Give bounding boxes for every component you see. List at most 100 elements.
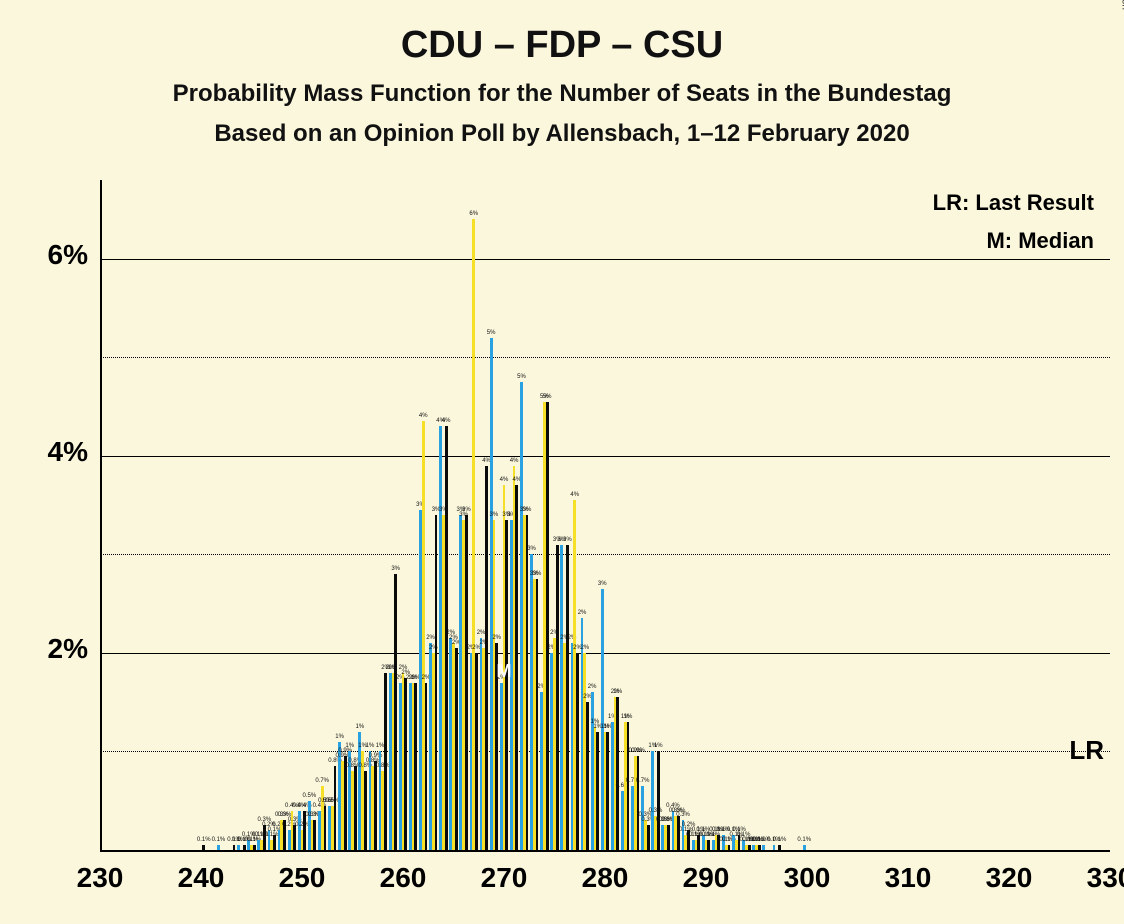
chart-container: CDU – FDP – CSU Probability Mass Functio… <box>0 0 1124 924</box>
bar-black <box>455 648 458 850</box>
bar-black <box>546 402 549 850</box>
bar-black <box>556 545 559 850</box>
bar-value-label: 4% <box>570 492 579 498</box>
bar-value-label: 3% <box>490 512 499 518</box>
bar-black <box>394 574 397 850</box>
bar-value-label: 1% <box>654 743 663 749</box>
bar-black <box>526 515 529 850</box>
bar-black <box>657 751 660 850</box>
bar-value-label: 0.8% <box>376 763 390 769</box>
x-tick-label: 260 <box>373 862 433 894</box>
bar-value-label: 4% <box>419 413 428 419</box>
x-tick-label: 300 <box>777 862 837 894</box>
bar-value-label: 1% <box>624 714 633 720</box>
bar-black <box>778 845 781 850</box>
x-tick-label: 310 <box>878 862 938 894</box>
bar-value-label: 3% <box>598 581 607 587</box>
bar-value-label: 0.1% <box>797 837 811 843</box>
bar-black <box>606 732 609 850</box>
bar-value-label: 0.7% <box>636 778 650 784</box>
x-tick-label: 250 <box>272 862 332 894</box>
bar-value-label: 0.2% <box>295 822 309 828</box>
bar-black <box>586 702 589 850</box>
bar-value-label: 2% <box>580 645 589 651</box>
y-tick-label: 6% <box>48 239 88 271</box>
bar-black <box>344 756 347 850</box>
bar-value-label: 4% <box>510 458 519 464</box>
x-tick-label: 240 <box>171 862 231 894</box>
bar-black <box>596 732 599 850</box>
bar-value-label: 1% <box>355 724 364 730</box>
bar-blue <box>217 845 220 850</box>
bar-black <box>707 840 710 850</box>
bar-value-label: 1% <box>345 743 354 749</box>
bar-value-label: 3% <box>462 507 471 513</box>
copyright-text: © 2021 Filip van Laenen <box>1120 0 1124 10</box>
bar-value-label: 1% <box>376 743 385 749</box>
bar-blue <box>237 845 240 850</box>
grid-major <box>100 653 1110 654</box>
bar-black <box>364 771 367 850</box>
bar-black <box>374 761 377 850</box>
bar-black <box>253 845 256 850</box>
bar-black <box>627 722 630 850</box>
bar-value-label: 2% <box>477 630 486 636</box>
bar-value-label: 2% <box>588 684 597 690</box>
lr-marker: LR <box>1069 735 1104 766</box>
y-axis-line <box>100 180 102 850</box>
bar-black <box>404 678 407 850</box>
bar-black <box>273 835 276 850</box>
bar-black <box>647 825 650 850</box>
bar-value-label: 2% <box>492 635 501 641</box>
bar-value-label: 1% <box>335 734 344 740</box>
bar-value-label: 0.9% <box>631 748 645 754</box>
bar-black <box>637 756 640 850</box>
bar-black <box>425 683 428 851</box>
bar-value-label: 2% <box>614 689 623 695</box>
bar-black <box>505 520 508 850</box>
bar-value-label: 3% <box>391 566 400 572</box>
grid-minor <box>100 357 1110 358</box>
bar-value-label: 2% <box>578 610 587 616</box>
bar-value-label: 3% <box>523 507 532 513</box>
bar-value-label: 5% <box>517 374 526 380</box>
x-axis-line <box>100 850 1110 852</box>
bar-black <box>616 697 619 850</box>
median-marker: M <box>497 661 512 682</box>
bar-value-label: 0.1% <box>197 837 211 843</box>
bar-black <box>414 683 417 851</box>
bar-black <box>293 825 296 850</box>
bar-blue <box>762 845 765 850</box>
x-tick-label: 290 <box>676 862 736 894</box>
bar-black <box>233 845 236 850</box>
bar-value-label: 5% <box>543 394 552 400</box>
bar-black <box>465 515 468 850</box>
bar-black <box>324 806 327 850</box>
bar-blue <box>803 845 806 850</box>
bar-black <box>313 820 316 850</box>
bar-black <box>384 673 387 850</box>
bar-black <box>728 845 731 850</box>
bar-black <box>758 845 761 850</box>
bar-black <box>475 653 478 850</box>
x-tick-label: 270 <box>474 862 534 894</box>
bar-black <box>202 845 205 850</box>
bar-value-label: 4% <box>442 418 451 424</box>
y-tick-label: 2% <box>48 633 88 665</box>
bar-value-label: 3% <box>533 571 542 577</box>
x-tick-label: 320 <box>979 862 1039 894</box>
bar-black <box>243 845 246 850</box>
plot-area: 0.1%0.1%0.1%0.1%0.1%0.1%0.1%0.1%0.1%0.1%… <box>100 180 1110 850</box>
bar-value-label: 4% <box>500 477 509 483</box>
bar-black <box>667 825 670 850</box>
bar-value-label: 0.7% <box>315 778 329 784</box>
grid-major <box>100 456 1110 457</box>
bar-value-label: 0.3% <box>649 808 663 814</box>
bar-black <box>748 845 751 850</box>
bar-value-label: 0.1% <box>212 837 226 843</box>
bar-value-label: 1% <box>366 743 375 749</box>
bar-black <box>334 766 337 850</box>
bar-value-label: 0.1% <box>773 837 787 843</box>
x-tick-label: 230 <box>70 862 130 894</box>
bar-black <box>566 545 569 850</box>
